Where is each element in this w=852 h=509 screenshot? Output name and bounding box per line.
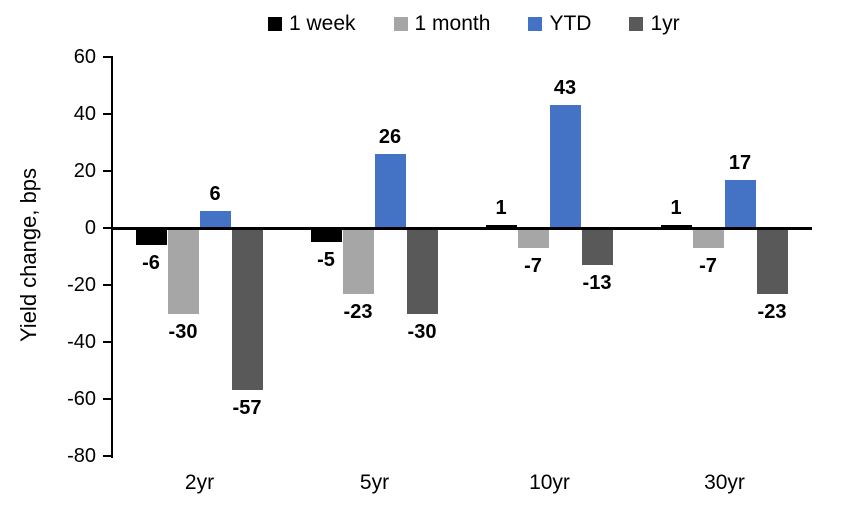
legend-item-1yr: 1yr bbox=[629, 10, 680, 38]
y-tick-mark bbox=[103, 227, 111, 229]
y-axis-line bbox=[111, 56, 113, 458]
y-tick-label: -20 bbox=[67, 274, 96, 296]
bar-value-label: -6 bbox=[142, 252, 160, 275]
zero-baseline bbox=[111, 227, 812, 230]
y-tick-mark bbox=[103, 398, 111, 400]
bar-ytd-10yr bbox=[549, 105, 581, 228]
bar-value-label: -7 bbox=[524, 254, 542, 277]
y-tick-label: -40 bbox=[67, 331, 96, 353]
y-axis-title: Yield change, bps bbox=[16, 167, 41, 343]
legend-label: 1 month bbox=[414, 12, 491, 35]
bar-value-label: 43 bbox=[553, 77, 577, 100]
legend-item-1-week: 1 week bbox=[268, 10, 356, 38]
chart-legend: 1 week 1 month YTD 1yr bbox=[268, 10, 680, 38]
bar-value-label: 26 bbox=[378, 125, 402, 148]
bar-value-label: -23 bbox=[757, 300, 787, 323]
y-tick-label: -60 bbox=[67, 388, 96, 410]
y-tick-label: 0 bbox=[84, 217, 96, 239]
bar-1-month-30yr bbox=[692, 228, 724, 248]
bar-ytd-5yr bbox=[374, 153, 406, 228]
y-tick-label: 40 bbox=[73, 103, 96, 125]
bar-value-label: -30 bbox=[168, 320, 198, 343]
bar-1-week-5yr bbox=[310, 228, 342, 243]
bar-ytd-30yr bbox=[724, 179, 756, 228]
bar-1-week-2yr bbox=[135, 228, 167, 246]
bar-value-label: 1 bbox=[670, 197, 682, 220]
y-tick-label: -80 bbox=[67, 445, 96, 467]
x-category-label-5yr: 5yr bbox=[359, 471, 390, 494]
bar-value-label: 1 bbox=[495, 197, 507, 220]
y-tick-label: 20 bbox=[73, 160, 96, 182]
bar-1-month-5yr bbox=[342, 228, 374, 294]
legend-label: 1 week bbox=[289, 12, 356, 35]
legend-swatch-icon bbox=[528, 17, 543, 31]
bar-value-label: 6 bbox=[209, 182, 221, 205]
bar-1-week-10yr bbox=[485, 225, 517, 228]
y-tick-mark bbox=[103, 341, 111, 343]
legend-label: YTD bbox=[549, 12, 592, 35]
y-tick-mark bbox=[103, 455, 111, 457]
bar-1-month-10yr bbox=[517, 228, 549, 248]
bar-value-label: -7 bbox=[699, 254, 717, 277]
y-tick-mark bbox=[103, 284, 111, 286]
y-tick-mark bbox=[103, 56, 111, 58]
legend-label: 1yr bbox=[650, 12, 680, 35]
bar-1yr-5yr bbox=[406, 228, 438, 314]
legend-swatch-icon bbox=[268, 17, 282, 31]
bar-value-label: -13 bbox=[582, 272, 612, 295]
bar-value-label: -23 bbox=[343, 300, 373, 323]
x-category-label-2yr: 2yr bbox=[184, 471, 215, 494]
bar-1-week-30yr bbox=[660, 225, 692, 228]
legend-swatch-icon bbox=[629, 17, 644, 31]
bar-1yr-30yr bbox=[756, 228, 788, 294]
legend-item-ytd: YTD bbox=[528, 10, 591, 38]
x-category-label-30yr: 30yr bbox=[704, 471, 745, 494]
legend-item-1-month: 1 month bbox=[393, 10, 491, 38]
y-tick-mark bbox=[103, 113, 111, 115]
bar-1yr-10yr bbox=[581, 228, 613, 266]
bar-value-label: 17 bbox=[728, 151, 752, 174]
legend-swatch-icon bbox=[393, 17, 408, 31]
bar-1-month-2yr bbox=[167, 228, 199, 314]
bar-value-label: -57 bbox=[232, 397, 262, 420]
bar-value-label: -30 bbox=[407, 320, 437, 343]
y-tick-label: 60 bbox=[73, 46, 96, 68]
bar-1yr-2yr bbox=[231, 228, 263, 391]
y-tick-mark bbox=[103, 170, 111, 172]
bar-ytd-2yr bbox=[199, 210, 231, 228]
bar-value-label: -5 bbox=[317, 249, 335, 272]
x-category-label-10yr: 10yr bbox=[529, 471, 570, 494]
